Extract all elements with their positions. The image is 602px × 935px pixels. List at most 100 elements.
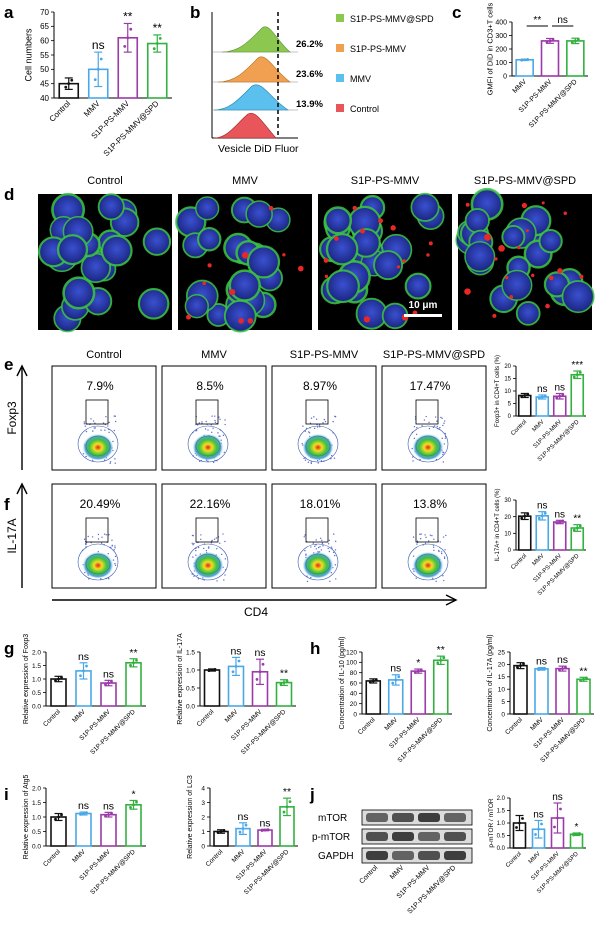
data-point [107, 681, 110, 685]
cell [323, 206, 353, 235]
x-tick-label: MMV [528, 851, 542, 865]
x-tick-label: Control [48, 99, 73, 124]
data-point [99, 57, 103, 61]
data-point [266, 828, 270, 832]
y-tick-label: 2.0 [497, 796, 506, 802]
flow-event [215, 537, 218, 539]
flow-contour [195, 435, 221, 457]
y-tick-label: 1.5 [32, 663, 41, 670]
flow-event [313, 416, 315, 418]
flow-event [114, 555, 117, 558]
flow-event [320, 460, 323, 462]
data-point [135, 800, 138, 804]
flow-event [103, 459, 106, 461]
flow-title: S1P-PS-MMV [290, 349, 359, 361]
vesicle-particle [402, 259, 406, 263]
significance-label: ns [536, 656, 547, 668]
flow-event [333, 457, 336, 459]
flow-event [334, 416, 337, 418]
data-point [54, 817, 57, 821]
flow-event [198, 422, 201, 424]
cell [326, 269, 360, 304]
scale-bar-label: 10 μm [409, 300, 438, 311]
data-point [57, 677, 60, 681]
vesicle-particle [498, 245, 505, 252]
flow-event [319, 537, 322, 539]
flow-event [223, 579, 225, 581]
y-tick-label: 1.5 [497, 809, 506, 815]
cell [223, 299, 257, 333]
vesicle-particle [530, 273, 535, 278]
data-point [555, 396, 559, 400]
data-point [556, 816, 559, 820]
flow-event [197, 578, 200, 580]
data-point [570, 41, 574, 44]
flow-event [200, 534, 202, 536]
vesicle-particle [202, 281, 207, 286]
flow-event [442, 424, 444, 427]
flow-event [191, 542, 193, 545]
bar-s1p-ps-mmv-spd [125, 804, 142, 847]
vesicle-particle [548, 275, 554, 281]
data-point [104, 814, 107, 818]
flow-y-arrowhead [16, 364, 28, 377]
cell [538, 228, 563, 254]
cell [245, 200, 273, 228]
blot-band [444, 813, 466, 822]
flow-event [425, 415, 427, 418]
flow-event [421, 425, 423, 427]
flow-event [304, 430, 306, 432]
data-point [82, 812, 85, 815]
significance-label: * [416, 657, 420, 669]
flow-plot-1: 8.5% [161, 365, 267, 471]
flow-event [207, 460, 209, 462]
flow-event [416, 540, 419, 542]
vesicle-particle [247, 318, 254, 324]
flow-contour [407, 425, 449, 463]
data-point [213, 667, 217, 671]
flow-event [440, 551, 443, 553]
flow-event [109, 461, 112, 463]
data-point [155, 42, 159, 45]
data-point [371, 679, 375, 683]
flow-contour [415, 553, 441, 575]
flow-event [83, 538, 86, 540]
micrograph-title: S1P-PS-MMV@SPD [474, 175, 576, 187]
flow-event [442, 575, 444, 577]
data-point [523, 394, 527, 397]
flow-event [328, 550, 331, 553]
significance-label: ** [280, 668, 288, 680]
cell [501, 269, 533, 301]
flow-event [442, 536, 445, 538]
blot-band [366, 832, 388, 841]
flow-event [108, 421, 110, 424]
significance-label: ns [92, 38, 105, 52]
blot-strip [361, 847, 473, 864]
flow-event [443, 422, 445, 424]
x-tick-label: MMV [532, 419, 546, 433]
micrograph-title: Control [87, 175, 122, 187]
flow-event [443, 451, 445, 454]
bar-s1p-ps-mmv [555, 667, 570, 715]
flow-plot-2: 8.97% [271, 365, 377, 471]
flow-event [216, 548, 218, 550]
flow-density [412, 550, 444, 578]
data-point [60, 675, 63, 679]
flow-event [335, 578, 337, 580]
flow-event [307, 461, 310, 463]
data-point [96, 67, 100, 71]
bar-s1p-ps-mmv-spd [576, 678, 591, 715]
flow-event [334, 564, 336, 566]
flow-event [321, 542, 324, 544]
blot-band [392, 851, 414, 860]
flow-event [416, 543, 418, 545]
flow-event [319, 546, 321, 548]
vesicle-particle [464, 288, 471, 295]
flow-event [412, 460, 414, 462]
panel-label-b: b [190, 3, 200, 22]
y-axis-label: Foxp3+ in CD4+T cells (%) [495, 355, 501, 427]
flow-event [318, 424, 321, 426]
